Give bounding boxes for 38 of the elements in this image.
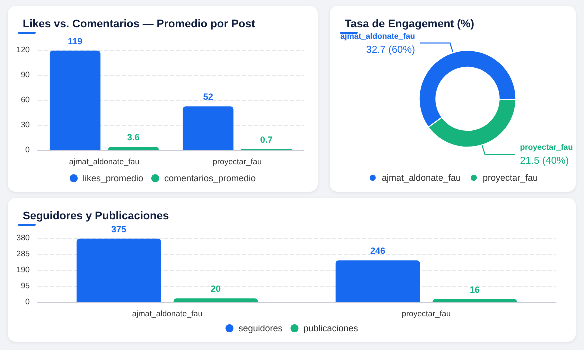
data-label: 32.7 (60%) xyxy=(366,44,416,56)
data-label: 0.7 xyxy=(260,134,273,145)
bar xyxy=(76,238,162,302)
bar xyxy=(108,147,160,150)
data-label: 246 xyxy=(370,246,386,256)
slice-label: proyectar_fau xyxy=(520,143,574,152)
y-tick-label: 90 xyxy=(21,70,31,80)
bar xyxy=(432,299,518,302)
y-tick-label: 0 xyxy=(26,298,31,306)
chart-title: Tasa de Engagement (%) xyxy=(345,18,475,30)
data-label: 20 xyxy=(210,284,221,294)
chart-title: Seguidores y Publicaciones xyxy=(23,210,170,222)
bar xyxy=(336,260,420,302)
y-tick-label: 95 xyxy=(21,282,31,290)
y-tick-label: 190 xyxy=(16,266,31,274)
slice-label: ajmat_aldonate_fau xyxy=(340,32,416,41)
chart-title: Likes vs. Comentarios — Promedio por Post xyxy=(23,18,256,30)
data-label: 3.6 xyxy=(127,132,140,142)
y-tick-label: 0 xyxy=(26,146,31,154)
y-tick-label: 60 xyxy=(21,96,31,104)
legend-label: seguidores xyxy=(238,324,284,334)
data-label: 16 xyxy=(470,284,480,295)
bar xyxy=(182,106,234,150)
legend-label: proyectar_fau xyxy=(483,173,538,183)
y-tick-label: 380 xyxy=(16,234,31,242)
legend-label: ajmat_aldonate_fau xyxy=(382,173,462,183)
y-tick-label: 285 xyxy=(16,250,31,258)
bar xyxy=(50,50,101,150)
y-tick-label: 120 xyxy=(16,46,31,54)
y-tick-label: 30 xyxy=(21,120,31,130)
data-label: 21.5 (40%) xyxy=(520,156,570,168)
data-label: 119 xyxy=(68,36,83,46)
data-label: 52 xyxy=(203,92,214,102)
legend-label: publicaciones xyxy=(304,324,359,334)
data-label: 375 xyxy=(111,224,127,234)
bar xyxy=(174,298,258,302)
legend-label: comentarios_promedio xyxy=(164,174,256,184)
legend-label: likes_promedio xyxy=(82,174,144,184)
